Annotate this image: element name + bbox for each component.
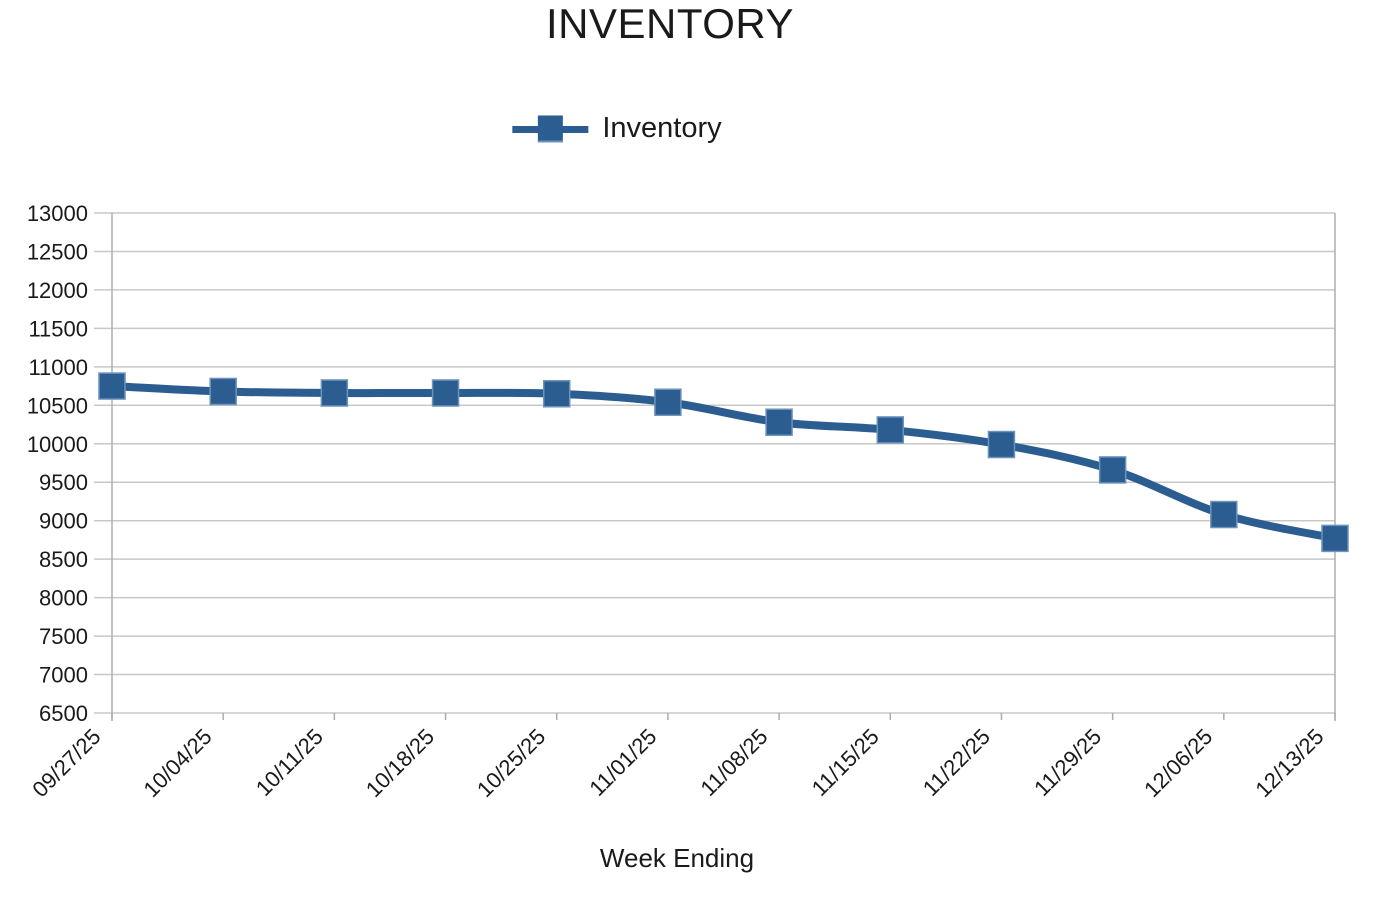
x-axis-title: Week Ending [599,843,755,873]
data-point-marker [1321,524,1349,553]
data-point-marker [876,416,905,444]
y-axis-tick-label: 10500 [27,393,88,418]
data-point-marker [320,379,349,407]
x-axis-tick-label: 11/01/25 [584,724,661,801]
x-axis-tick-label: 11/22/25 [918,724,995,801]
y-axis-tick-label: 8000 [39,586,88,611]
x-axis-tick-label: 11/08/25 [696,724,773,801]
data-point-marker [542,380,571,408]
y-axis-tick-label: 8500 [39,547,88,572]
y-axis-tick-label: 9500 [39,470,88,495]
data-point-marker [1210,500,1238,529]
legend-label: Inventory [602,112,722,144]
y-axis-tick-label: 10000 [27,432,88,457]
legend: Inventory [512,112,722,145]
x-axis-tick-label: 11/15/25 [807,724,884,801]
data-point-marker [654,388,682,416]
x-axis-tick-label: 10/04/25 [138,724,216,802]
legend-key [512,115,589,142]
y-axis-tick-label: 12500 [27,239,88,264]
y-axis-tick-label: 12000 [27,278,88,303]
series-line [108,382,1339,543]
y-axis-tick-label: 9000 [39,509,88,534]
x-axis-tick-label: 12/13/25 [1250,724,1328,802]
legend-square-marker-icon [537,115,563,142]
y-axis-tick-label: 13000 [27,201,88,226]
y-axis-tick-label: 11000 [28,355,88,380]
data-point-marker [987,430,1016,459]
y-axis-tick-label: 6500 [39,701,88,726]
x-axis-tick-label: 10/11/25 [251,724,328,801]
y-axis-tick-label: 11500 [28,316,88,341]
y-axis-tick-label: 7000 [39,663,88,688]
data-point-marker [1098,456,1127,484]
x-axis-tick-label: 11/29/25 [1029,724,1106,801]
data-point-marker [98,372,126,400]
x-axis-tick-label: 10/18/25 [361,724,439,802]
data-point-marker [209,377,237,406]
data-point-marker [765,408,793,436]
x-axis-tick-label: 09/27/25 [27,724,105,802]
chart-title: INVENTORY [545,0,795,47]
x-axis-tick-label: 12/06/25 [1139,724,1217,802]
y-axis-tick-label: 7500 [39,624,88,649]
x-axis-tick-label: 10/25/25 [472,724,550,802]
data-point-marker [431,379,460,407]
